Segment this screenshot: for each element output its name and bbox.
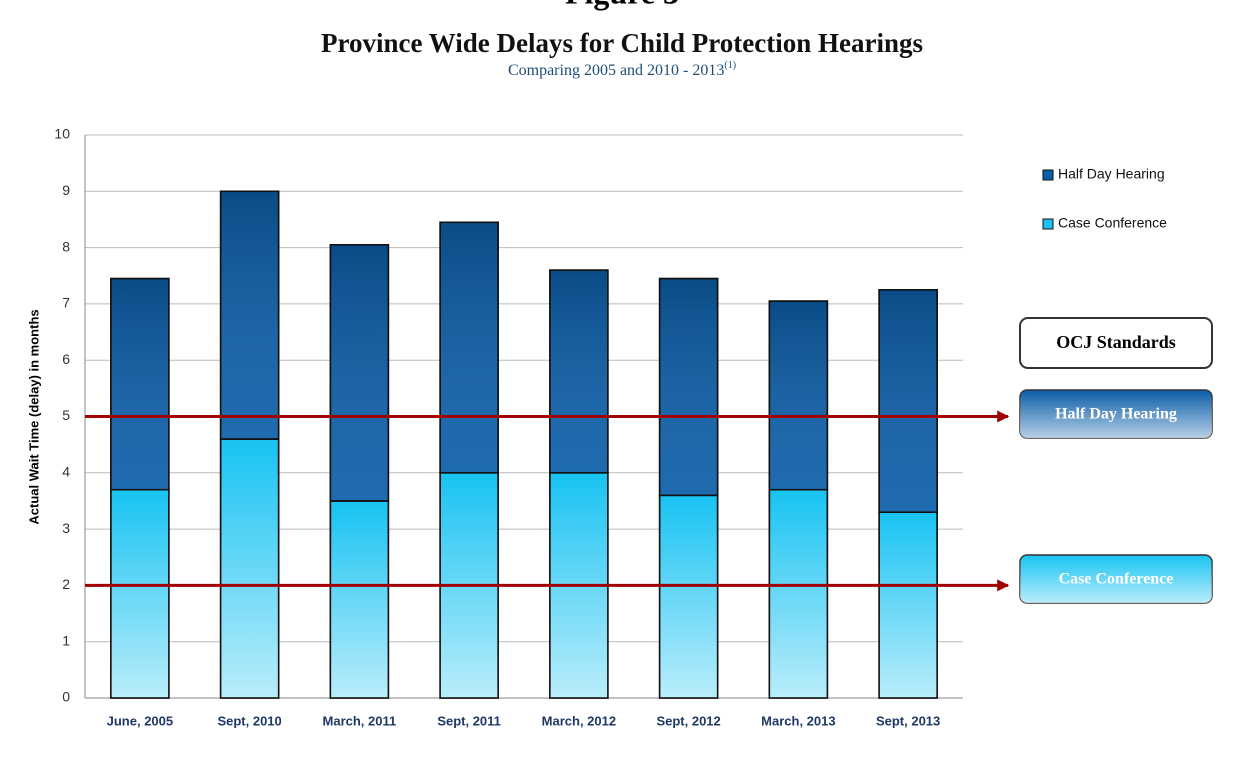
x-tick-label: Sept, 2010 (217, 713, 281, 728)
x-tick-label: June, 2005 (107, 713, 174, 728)
x-tick-label: March, 2012 (542, 713, 616, 728)
y-tick-label: 8 (62, 238, 70, 254)
bar-shade (658, 494, 719, 699)
y-tick-label: 2 (62, 576, 70, 592)
standards-title: OCJ Standards (1056, 332, 1176, 352)
bar-shade (658, 277, 719, 497)
chart-title: Province Wide Delays for Child Protectio… (321, 28, 923, 58)
bar-shade (549, 269, 609, 474)
chart-subtitle: Comparing 2005 and 2010 - 2013(1) (508, 60, 736, 78)
y-tick-label: 3 (62, 520, 70, 536)
x-tick-label: March, 2011 (323, 713, 397, 728)
y-tick-label: 10 (54, 126, 70, 142)
y-tick-label: 1 (62, 632, 70, 648)
bar-shade (768, 488, 829, 699)
y-tick-label: 5 (62, 407, 70, 423)
y-tick-label: 0 (62, 689, 70, 705)
bar-shade (878, 511, 938, 699)
bar-shade (878, 289, 938, 513)
x-tick-label: Sept, 2011 (437, 713, 501, 728)
y-axis-label: Actual Wait Time (delay) in months (26, 309, 41, 524)
standard-box-shade (1020, 390, 1212, 438)
standard-label: Case Conference (1059, 571, 1174, 588)
figure-label: Figure 3 (565, 0, 679, 10)
x-tick-label: March, 2013 (761, 713, 835, 728)
y-tick-label: 7 (62, 295, 70, 311)
bar-shade (110, 277, 170, 491)
standard-label: Half Day Hearing (1055, 406, 1177, 423)
x-tick-label: Sept, 2013 (876, 713, 940, 728)
y-tick-label: 6 (62, 351, 70, 367)
standard-box-shade (1020, 555, 1212, 603)
legend-swatch (1042, 169, 1054, 181)
x-tick-label: Sept, 2012 (656, 713, 720, 728)
bar-shade (329, 500, 390, 699)
subtitle-text: Comparing 2005 and 2010 - 2013 (508, 62, 724, 79)
standards-box (1019, 317, 1213, 369)
bar-shade (219, 438, 280, 699)
y-tick-label: 4 (62, 464, 70, 480)
bar-shade (110, 488, 170, 699)
legend-swatch (1042, 218, 1054, 230)
subtitle-note: (1) (724, 60, 736, 71)
bar-shade (768, 300, 829, 491)
bar-shade (439, 221, 499, 474)
y-tick-label: 9 (62, 182, 70, 198)
bar-shade (219, 190, 280, 440)
legend-label: Half Day Hearing (1058, 166, 1165, 182)
bar-shade (329, 244, 390, 502)
legend-label: Case Conference (1058, 215, 1167, 231)
